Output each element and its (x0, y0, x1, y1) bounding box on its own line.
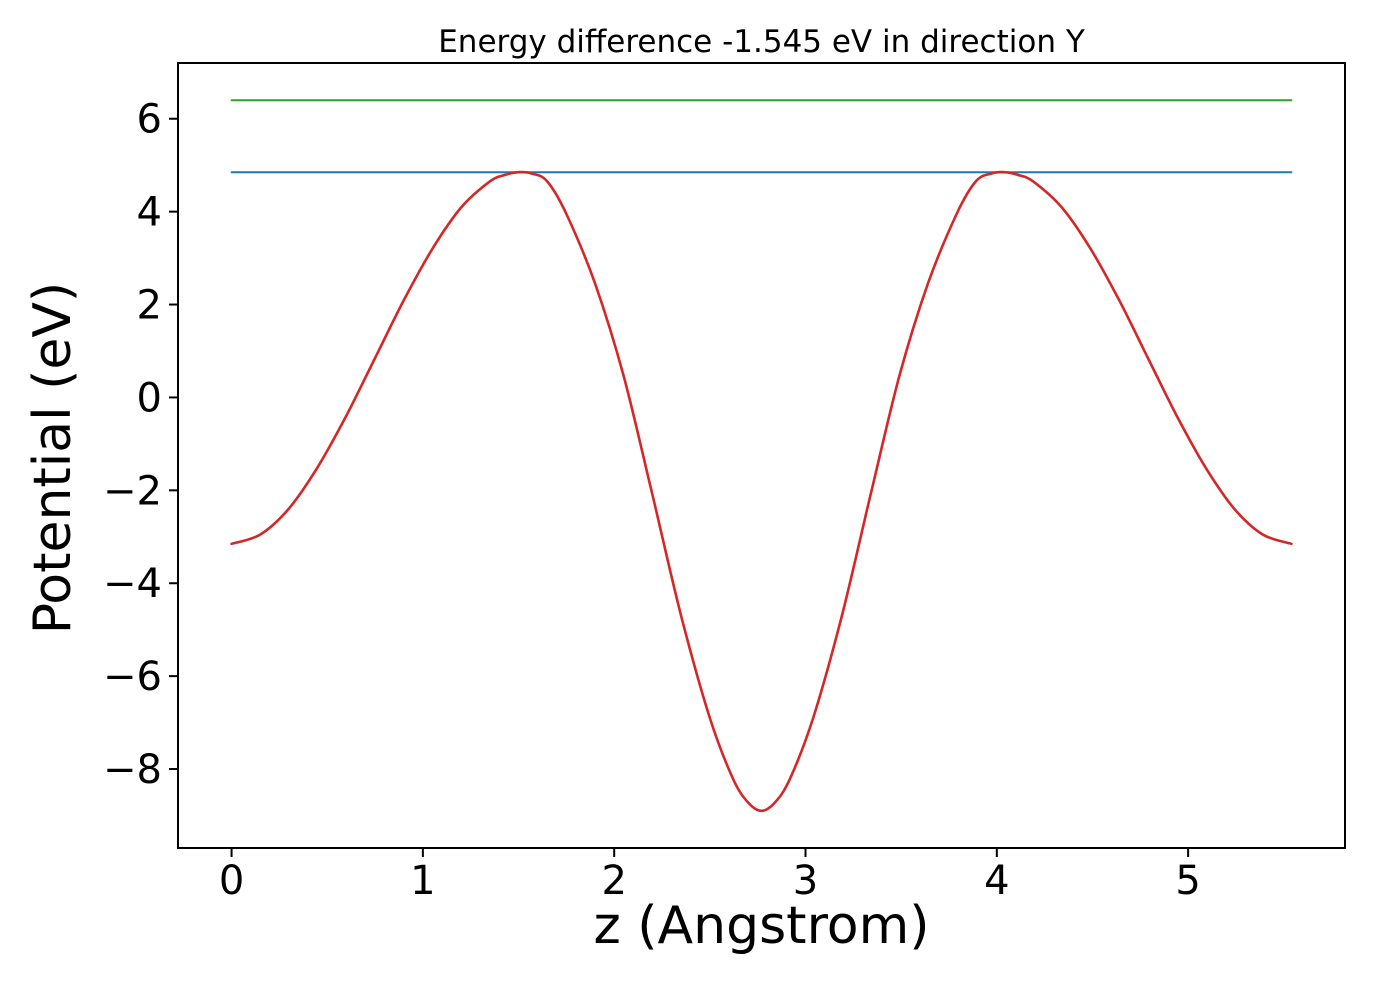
chart-title: Energy difference -1.545 eV in direction… (438, 24, 1085, 60)
x-tick-label: 3 (793, 858, 818, 904)
y-tick-label: −8 (103, 747, 162, 793)
y-tick-label: −2 (103, 468, 162, 514)
x-tick-label: 4 (984, 858, 1009, 904)
potential-curve (230, 170, 1293, 813)
y-tick-label: 2 (137, 283, 162, 329)
y-axis-label: Potential (eV) (23, 281, 83, 635)
x-tick-label: 1 (410, 858, 435, 904)
y-tick-label: 4 (137, 190, 162, 236)
x-tick-label: 2 (601, 858, 626, 904)
y-tick-label: 6 (137, 97, 162, 143)
plot-frame (177, 62, 1346, 849)
y-tick-label: −4 (103, 561, 162, 607)
y-tick-label: −6 (103, 654, 162, 700)
y-tick-label: 0 (137, 375, 162, 421)
x-tick-label: 0 (219, 858, 244, 904)
x-axis-label: z (Angstrom) (593, 896, 930, 956)
x-tick-label: 5 (1175, 858, 1200, 904)
